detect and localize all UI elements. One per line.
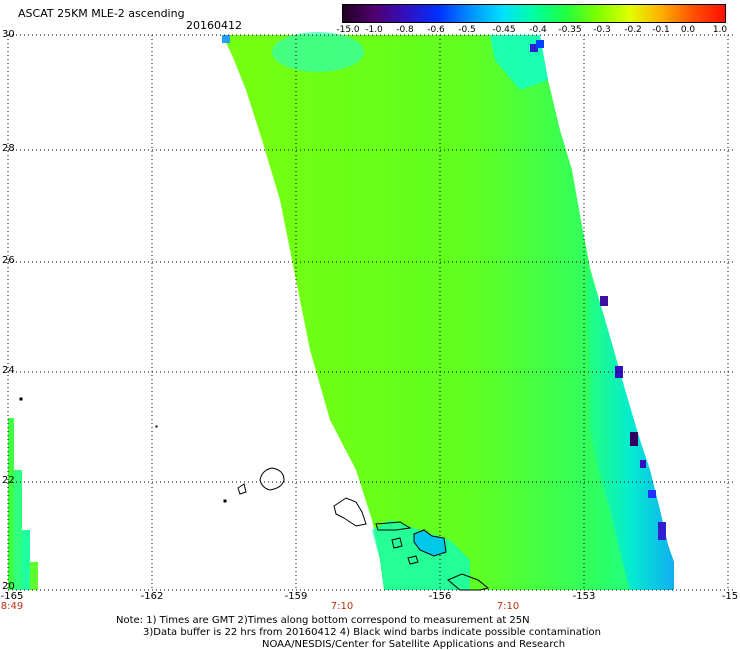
lat-label: 26 bbox=[2, 255, 15, 266]
lat-label: 28 bbox=[2, 143, 15, 154]
lon-label: -165 bbox=[0, 591, 24, 602]
note-line-3: NOAA/NESDIS/Center for Satellite Applica… bbox=[262, 639, 566, 650]
colorbar-label: -0.3 bbox=[593, 25, 611, 35]
swath-main bbox=[222, 35, 674, 590]
island-dot bbox=[223, 499, 227, 503]
coastlines bbox=[19, 397, 490, 591]
colorbar-label: -0.4 bbox=[529, 25, 547, 35]
island-maui bbox=[413, 529, 447, 557]
colorbar-label: -0.35 bbox=[558, 25, 582, 35]
island-kauai bbox=[259, 467, 285, 491]
island-dot bbox=[155, 425, 158, 428]
lon-label: -162 bbox=[140, 591, 164, 602]
swath-cyan-bottom bbox=[372, 520, 470, 590]
dark-pixel bbox=[615, 366, 623, 378]
colorbar-label: -15.0 bbox=[336, 25, 360, 35]
colorbar-label: 1.0 bbox=[712, 25, 728, 35]
colorbar bbox=[342, 4, 726, 23]
island-lanai bbox=[391, 537, 403, 549]
swath-edge-band bbox=[588, 268, 674, 590]
dark-pixel bbox=[530, 44, 538, 52]
swath-left bbox=[14, 470, 22, 590]
dark-pixel bbox=[222, 35, 230, 43]
map-title: ASCAT 25KM MLE-2 ascending bbox=[18, 7, 185, 20]
grid bbox=[7, 34, 735, 591]
lat-label: 20 bbox=[2, 581, 15, 592]
swath-left bbox=[22, 530, 30, 590]
colorbar-label: -0.2 bbox=[624, 25, 642, 35]
colorbar-label: 0.0 bbox=[680, 25, 696, 35]
dark-pixel bbox=[658, 522, 666, 540]
colorbar-label: -0.5 bbox=[458, 25, 476, 35]
island-niihau bbox=[237, 483, 247, 495]
colorbar-label: -0.8 bbox=[396, 25, 414, 35]
dark-pixel bbox=[640, 460, 646, 468]
swath-cyan-patch bbox=[272, 32, 364, 72]
lat-label: 24 bbox=[2, 365, 15, 376]
time-label: 7:10 bbox=[330, 601, 354, 612]
island-oahu bbox=[333, 497, 367, 527]
note-line-2: 3)Data buffer is 22 hrs from 20160412 4)… bbox=[143, 627, 601, 638]
colorbar-label: -0.1 bbox=[652, 25, 670, 35]
lat-label: 22 bbox=[2, 475, 15, 486]
time-label: 8:49 bbox=[0, 601, 24, 612]
colorbar-label: -1.0 bbox=[365, 25, 383, 35]
dark-pixel bbox=[600, 296, 608, 306]
island-kahoolawe bbox=[407, 555, 419, 565]
swath-left bbox=[8, 418, 14, 590]
island-hawaii bbox=[447, 573, 490, 591]
dark-pixel bbox=[648, 490, 656, 498]
note-line-1: Note: 1) Times are GMT 2)Times along bot… bbox=[116, 615, 530, 626]
dark-pixel bbox=[536, 40, 544, 48]
time-label: 7:10 bbox=[496, 601, 520, 612]
colorbar-label: -0.6 bbox=[427, 25, 445, 35]
island-molokai bbox=[375, 521, 412, 531]
lon-label: -159 bbox=[284, 591, 308, 602]
colorbar-label: -0.45 bbox=[492, 25, 516, 35]
lon-label: -156 bbox=[428, 591, 452, 602]
map-date: 20160412 bbox=[186, 19, 242, 32]
lat-label: 30 bbox=[2, 29, 15, 40]
lon-label: -15 bbox=[721, 591, 739, 602]
island-dot bbox=[19, 397, 23, 401]
swath-left bbox=[30, 562, 38, 590]
dark-pixel bbox=[630, 432, 638, 446]
lon-label: -153 bbox=[572, 591, 596, 602]
colorbar-labels: -15.0 -1.0 -0.8 -0.6 -0.5 -0.45 -0.4 -0.… bbox=[336, 25, 730, 37]
